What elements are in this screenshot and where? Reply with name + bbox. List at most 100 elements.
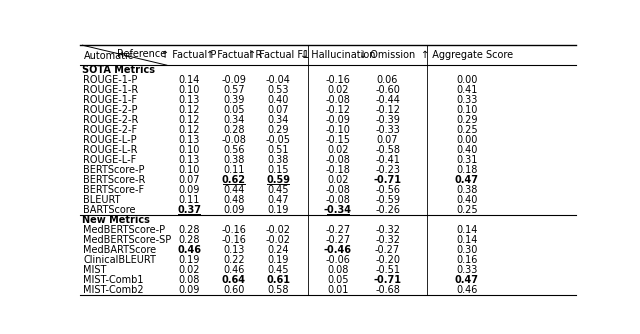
Text: -0.26: -0.26	[375, 205, 400, 215]
Text: 0.05: 0.05	[223, 105, 244, 115]
Text: SOTA Metrics: SOTA Metrics	[83, 65, 156, 75]
Text: -0.20: -0.20	[375, 255, 400, 265]
Text: -0.10: -0.10	[326, 125, 350, 135]
Text: 0.13: 0.13	[179, 155, 200, 165]
Text: BERTScore-F: BERTScore-F	[83, 185, 145, 195]
Text: -0.34: -0.34	[324, 205, 352, 215]
Text: -0.16: -0.16	[326, 75, 350, 85]
Text: -0.08: -0.08	[221, 135, 246, 145]
Text: 0.10: 0.10	[179, 145, 200, 155]
Text: -0.59: -0.59	[375, 195, 400, 205]
Text: 0.45: 0.45	[268, 185, 289, 195]
Text: -0.06: -0.06	[326, 255, 350, 265]
Text: 0.31: 0.31	[456, 155, 477, 165]
Text: 0.09: 0.09	[179, 285, 200, 295]
Text: 0.58: 0.58	[268, 285, 289, 295]
Text: MedBARTScore: MedBARTScore	[83, 245, 157, 255]
Text: MIST: MIST	[83, 265, 107, 275]
Text: MIST-Comb2: MIST-Comb2	[83, 285, 144, 295]
Text: Automatic: Automatic	[83, 51, 134, 61]
Text: MIST-Comb1: MIST-Comb1	[83, 275, 144, 285]
Text: 0.33: 0.33	[456, 265, 477, 275]
Text: -0.32: -0.32	[375, 225, 400, 235]
Text: -0.33: -0.33	[375, 125, 400, 135]
Text: 0.40: 0.40	[456, 145, 477, 155]
Text: 0.05: 0.05	[327, 275, 349, 285]
Text: 0.61: 0.61	[266, 275, 291, 285]
Text: -0.23: -0.23	[375, 165, 400, 175]
Text: -0.04: -0.04	[266, 75, 291, 85]
Text: ROUGE-L-R: ROUGE-L-R	[83, 145, 138, 155]
Text: MedBERTScore-SP: MedBERTScore-SP	[83, 235, 172, 245]
Text: 0.14: 0.14	[179, 75, 200, 85]
Text: 0.46: 0.46	[177, 245, 201, 255]
Text: 0.38: 0.38	[223, 155, 244, 165]
Text: -0.18: -0.18	[326, 165, 350, 175]
Text: 0.24: 0.24	[268, 245, 289, 255]
Text: 0.09: 0.09	[179, 185, 200, 195]
Text: 0.14: 0.14	[456, 225, 477, 235]
Text: ↓ Omission: ↓ Omission	[360, 50, 415, 60]
Text: 0.06: 0.06	[377, 75, 398, 85]
Text: 0.29: 0.29	[268, 125, 289, 135]
Text: -0.46: -0.46	[324, 245, 352, 255]
Text: BARTScore: BARTScore	[83, 205, 136, 215]
Text: 0.25: 0.25	[456, 125, 477, 135]
Text: 0.57: 0.57	[223, 85, 244, 95]
Text: 0.47: 0.47	[455, 175, 479, 185]
Text: 0.45: 0.45	[268, 265, 289, 275]
Text: -0.02: -0.02	[266, 235, 291, 245]
Text: 0.07: 0.07	[179, 175, 200, 185]
Text: ROUGE-L-F: ROUGE-L-F	[83, 155, 137, 165]
Text: 0.02: 0.02	[327, 175, 349, 185]
Text: 0.19: 0.19	[268, 205, 289, 215]
Text: 0.12: 0.12	[179, 125, 200, 135]
Text: 0.08: 0.08	[179, 275, 200, 285]
Text: 0.59: 0.59	[266, 175, 291, 185]
Text: -0.08: -0.08	[326, 195, 350, 205]
Text: -0.32: -0.32	[375, 235, 400, 245]
Text: 0.07: 0.07	[377, 135, 398, 145]
Text: -0.16: -0.16	[221, 225, 246, 235]
Text: 0.13: 0.13	[223, 245, 244, 255]
Text: 0.00: 0.00	[456, 75, 477, 85]
Text: 0.38: 0.38	[456, 185, 477, 195]
Text: 0.25: 0.25	[456, 205, 477, 215]
Text: 0.10: 0.10	[179, 165, 200, 175]
Text: 0.37: 0.37	[177, 205, 201, 215]
Text: -0.71: -0.71	[374, 175, 401, 185]
Text: ↑ Aggregate Score: ↑ Aggregate Score	[421, 50, 513, 60]
Text: 0.12: 0.12	[179, 115, 200, 125]
Text: -0.02: -0.02	[266, 225, 291, 235]
Text: 0.16: 0.16	[456, 255, 477, 265]
Text: 0.34: 0.34	[268, 115, 289, 125]
Text: -0.44: -0.44	[375, 95, 400, 105]
Text: 0.15: 0.15	[268, 165, 289, 175]
Text: New Metrics: New Metrics	[83, 215, 150, 225]
Text: 0.02: 0.02	[327, 145, 349, 155]
Text: 0.14: 0.14	[456, 235, 477, 245]
Text: 0.60: 0.60	[223, 285, 244, 295]
Text: ClinicalBLEURT: ClinicalBLEURT	[83, 255, 156, 265]
Text: ROUGE-1-P: ROUGE-1-P	[83, 75, 138, 85]
Text: 0.38: 0.38	[268, 155, 289, 165]
Text: 0.56: 0.56	[223, 145, 244, 155]
Text: -0.51: -0.51	[375, 265, 400, 275]
Text: -0.16: -0.16	[221, 235, 246, 245]
Text: 0.22: 0.22	[223, 255, 244, 265]
Text: ROUGE-2-R: ROUGE-2-R	[83, 115, 139, 125]
Text: 0.28: 0.28	[223, 125, 244, 135]
Text: 0.09: 0.09	[223, 205, 244, 215]
Text: -0.12: -0.12	[325, 105, 351, 115]
Text: 0.41: 0.41	[456, 85, 477, 95]
Text: 0.40: 0.40	[456, 195, 477, 205]
Text: BLEURT: BLEURT	[83, 195, 121, 205]
Text: ROUGE-2-F: ROUGE-2-F	[83, 125, 138, 135]
Text: 0.46: 0.46	[223, 265, 244, 275]
Text: ROUGE-1-R: ROUGE-1-R	[83, 85, 139, 95]
Text: 0.34: 0.34	[223, 115, 244, 125]
Text: -0.05: -0.05	[266, 135, 291, 145]
Text: 0.18: 0.18	[456, 165, 477, 175]
Text: 0.19: 0.19	[268, 255, 289, 265]
Text: 0.02: 0.02	[327, 85, 349, 95]
